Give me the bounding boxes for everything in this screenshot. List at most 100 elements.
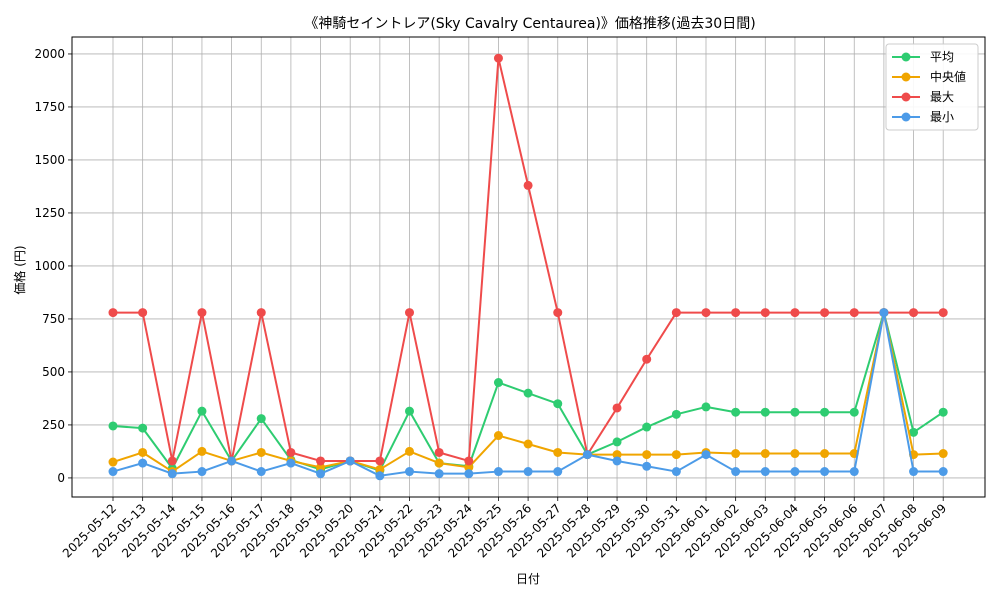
series-3-point: [464, 469, 474, 479]
series-2-point: [820, 308, 830, 318]
grid-lines: [72, 37, 985, 497]
series-2-point: [642, 354, 652, 364]
series-1-point: [612, 450, 622, 460]
series-3-point: [405, 467, 414, 477]
series-0-point: [523, 388, 533, 398]
series-2-point: [790, 308, 800, 318]
series-2-point: [731, 308, 741, 318]
y-ticks: 0 250 500 750 1000 1250 1500 1750 2000: [34, 47, 72, 485]
series-2-point: [849, 308, 859, 318]
series-1-point: [138, 447, 148, 457]
series-1-point: [642, 450, 652, 460]
series-2-point: [553, 308, 563, 318]
series-0-point: [701, 402, 711, 412]
series-3-point: [879, 308, 889, 318]
series-3-point: [345, 456, 355, 466]
series-1-point: [671, 450, 681, 460]
legend-marker-2: [901, 92, 911, 102]
series-3-point: [612, 456, 622, 466]
series-3-point: [849, 467, 859, 477]
series-2-point: [405, 308, 414, 318]
series-1-point: [375, 464, 385, 474]
series-0-point: [138, 423, 148, 433]
series-2-point: [197, 308, 207, 318]
legend-label-0: 平均: [930, 50, 954, 64]
series-2-point: [434, 447, 444, 457]
series-3-point: [434, 469, 444, 479]
series-3-point: [375, 471, 385, 481]
series-0-point: [197, 406, 207, 416]
y-tick-label: 1750: [34, 100, 65, 114]
series-3-point: [582, 450, 592, 460]
chart-title: 《神騎セイントレア(Sky Cavalry Centaurea)》価格推移(過去…: [304, 16, 755, 32]
series-3-point: [553, 467, 563, 477]
series-1-point: [553, 447, 563, 457]
series-0-point: [938, 407, 948, 417]
y-tick-label: 500: [42, 365, 65, 379]
series-0-point: [909, 427, 919, 437]
legend-marker-0: [901, 52, 911, 62]
y-tick-label: 1250: [34, 206, 65, 220]
series-3-point: [197, 467, 207, 477]
series-0-point: [108, 421, 118, 431]
series-0-point: [731, 407, 741, 417]
series-3-point: [701, 450, 711, 460]
series-2-point: [701, 308, 711, 318]
series-1-point: [760, 449, 770, 459]
series-2-point: [523, 180, 533, 190]
series-0-point: [256, 414, 266, 424]
series-1-point: [108, 457, 118, 467]
series-3-point: [938, 467, 948, 477]
series-1-point: [405, 446, 414, 456]
series-3-point: [909, 467, 919, 477]
series-2-point: [760, 308, 770, 318]
series-0-point: [612, 437, 622, 447]
x-axis-label: 日付: [516, 572, 540, 586]
series-1-point: [790, 449, 800, 459]
legend-box: [885, 43, 979, 131]
y-tick-label: 2000: [34, 47, 65, 61]
series-3-point: [731, 467, 741, 477]
series-2-point: [464, 456, 474, 466]
series-2-point: [938, 308, 948, 318]
series-3-point: [256, 467, 266, 477]
series-0-point: [790, 407, 800, 417]
series-0-point: [642, 422, 652, 432]
series-0-point: [849, 407, 859, 417]
series-3-point: [790, 467, 800, 477]
series-1-point: [938, 449, 948, 459]
legend-label-3: 最小: [930, 110, 954, 124]
series-3-point: [286, 458, 296, 468]
series-1-point: [316, 462, 326, 472]
series-group: [108, 53, 948, 481]
y-tick-label: 1500: [34, 153, 65, 167]
series-1-point: [731, 449, 741, 459]
series-3-point: [760, 467, 770, 477]
series-3-point: [108, 467, 118, 477]
series-0-point: [493, 378, 503, 388]
series-1-point: [820, 449, 830, 459]
y-axis-label: 価格 (円): [12, 245, 27, 294]
series-3-point: [820, 467, 830, 477]
series-3-point: [227, 456, 237, 466]
y-tick-label: 250: [42, 418, 65, 432]
series-2-point: [909, 308, 919, 318]
series-2-point: [286, 447, 296, 457]
series-3-point: [167, 469, 177, 479]
series-0-point: [553, 399, 563, 409]
series-1-point: [523, 439, 533, 449]
series-1-point: [197, 446, 207, 456]
series-1-point: [493, 431, 503, 441]
x-ticks: 2025-05-122025-05-132025-05-142025-05-15…: [60, 497, 949, 560]
series-2-point: [671, 308, 681, 318]
series-3-point: [316, 469, 326, 479]
legend-marker-3: [901, 112, 911, 122]
series-2-point: [375, 456, 385, 466]
series-3-point: [493, 467, 503, 477]
series-1-point: [434, 458, 444, 468]
series-2-point: [256, 308, 266, 318]
series-2-point: [167, 456, 177, 466]
series-3-point: [642, 461, 652, 471]
